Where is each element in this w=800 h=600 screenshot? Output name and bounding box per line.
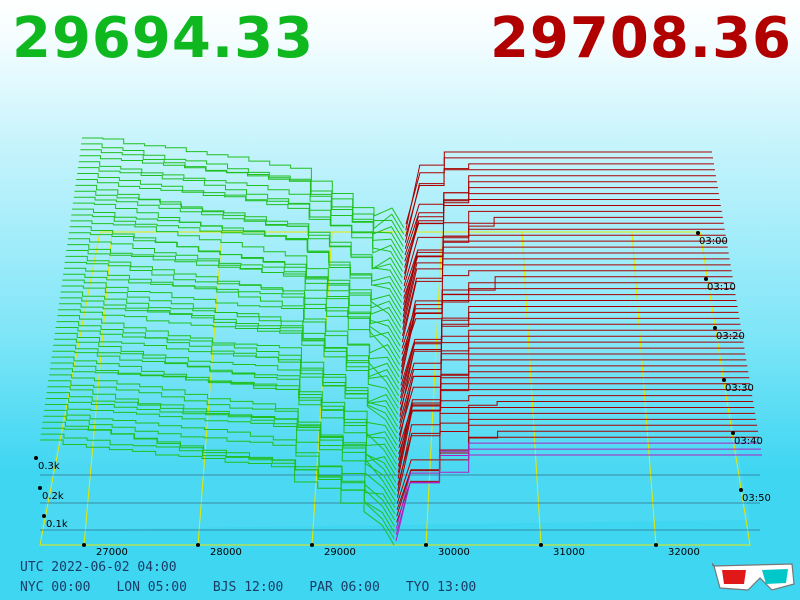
- tz-tyo: TYO 13:00: [405, 580, 477, 595]
- time-tick-mark: [696, 231, 700, 235]
- bid-depth-line: [70, 220, 402, 316]
- bid-depth-line: [78, 161, 404, 254]
- time-tick-label: 03:00: [699, 236, 728, 247]
- price-tick-mark: [82, 543, 86, 547]
- ask-depth-line: [398, 359, 747, 442]
- ask-depth-line: [405, 151, 712, 225]
- price-tick-label: 31000: [553, 547, 585, 558]
- ask-price: 29708.36: [489, 6, 792, 71]
- bid-depth-line: [79, 155, 404, 247]
- bid-depth-line: [56, 321, 399, 421]
- grid-line: [631, 231, 657, 546]
- bid-depth-line: [42, 421, 396, 527]
- ask-depth-line: [397, 395, 753, 479]
- tz-par: PAR 06:00: [309, 580, 380, 595]
- bid-depth-line: [54, 332, 398, 434]
- time-tick-mark: [713, 326, 717, 330]
- bid-depth-line: [64, 261, 401, 359]
- tz-bjs: BJS 12:00: [212, 580, 284, 595]
- bid-depth-line: [58, 303, 399, 403]
- grid-line: [425, 231, 443, 546]
- price-tick-mark: [310, 543, 314, 547]
- price-tick-mark: [424, 543, 428, 547]
- time-tick-label: 03:50: [742, 493, 771, 504]
- ask-depth-line: [399, 335, 743, 417]
- volume-tick-label: 0.1k: [46, 519, 68, 530]
- grid-line: [83, 231, 113, 546]
- bid-depth-line: [75, 184, 403, 278]
- ask-depth-line: [395, 454, 762, 542]
- bid-depth-line: [58, 309, 399, 409]
- tz-nyc: NYC 00:00: [20, 580, 91, 595]
- bid-depth-line: [66, 250, 401, 347]
- ask-depth-line: [397, 389, 752, 473]
- bid-depth-line: [44, 404, 396, 508]
- time-tick-label: 03:30: [725, 383, 754, 394]
- bid-depth-line: [76, 179, 404, 272]
- time-tick-mark: [739, 488, 743, 492]
- bid-depth-line: [40, 439, 395, 546]
- ask-depth-line: [403, 210, 722, 287]
- bid-depth-line: [54, 338, 398, 440]
- price-tick-label: 32000: [668, 547, 700, 558]
- grid-line: [311, 231, 333, 546]
- 3d-glasses-icon[interactable]: [712, 560, 796, 594]
- time-tick-label: 03:20: [716, 331, 745, 342]
- bid-price: 29694.33: [12, 6, 315, 71]
- bid-depth-line: [43, 415, 396, 521]
- price-tick-label: 28000: [210, 547, 242, 558]
- volume-tick-mark: [34, 456, 38, 460]
- bid-depth-line: [47, 386, 397, 490]
- bid-depth-line: [74, 190, 403, 285]
- price-tick-mark: [654, 543, 658, 547]
- grid-line: [521, 231, 542, 546]
- time-tick-mark: [704, 277, 708, 281]
- timezone-bar: NYC 00:00 LON 05:00 BJS 12:00 PAR 06:00 TYO …: [20, 580, 502, 595]
- bid-depth-line: [73, 196, 403, 291]
- bid-depth-line: [40, 433, 395, 540]
- volume-tick-label: 0.2k: [42, 491, 64, 502]
- ask-depth-line: [395, 448, 761, 535]
- tz-lon: LON 05:00: [116, 580, 187, 595]
- bid-depth-line: [46, 392, 397, 496]
- volume-tick-mark: [42, 514, 46, 518]
- bid-depth-line: [68, 238, 402, 334]
- volume-tick-mark: [38, 486, 42, 490]
- bid-depth-line: [45, 398, 396, 502]
- volume-tick-label: 0.3k: [38, 461, 60, 472]
- ask-depth-line: [396, 418, 757, 504]
- ask-depth-line: [404, 169, 715, 243]
- time-tick-label: 03:40: [734, 436, 763, 447]
- bid-depth-line: [82, 137, 405, 229]
- price-tick-label: 30000: [438, 547, 470, 558]
- floor-outline: [39, 231, 751, 546]
- time-tick-mark: [731, 431, 735, 435]
- price-tick-label: 29000: [324, 547, 356, 558]
- bid-depth-line: [63, 273, 400, 372]
- price-tick-mark: [539, 543, 543, 547]
- utc-timestamp: UTC 2022-06-02 04:00: [20, 560, 177, 575]
- price-tick-label: 27000: [96, 547, 128, 558]
- ask-depth-line: [403, 205, 721, 281]
- price-tick-mark: [196, 543, 200, 547]
- bid-depth-line: [62, 279, 400, 378]
- time-tick-label: 03:10: [707, 282, 736, 293]
- bid-depth-line: [49, 368, 397, 471]
- ask-depth-line: [405, 157, 713, 231]
- ask-depth-line: [396, 412, 756, 498]
- bid-depth-line: [71, 214, 402, 310]
- bid-depth-line: [67, 244, 401, 341]
- ask-depth-line: [400, 300, 737, 380]
- time-tick-mark: [722, 378, 726, 382]
